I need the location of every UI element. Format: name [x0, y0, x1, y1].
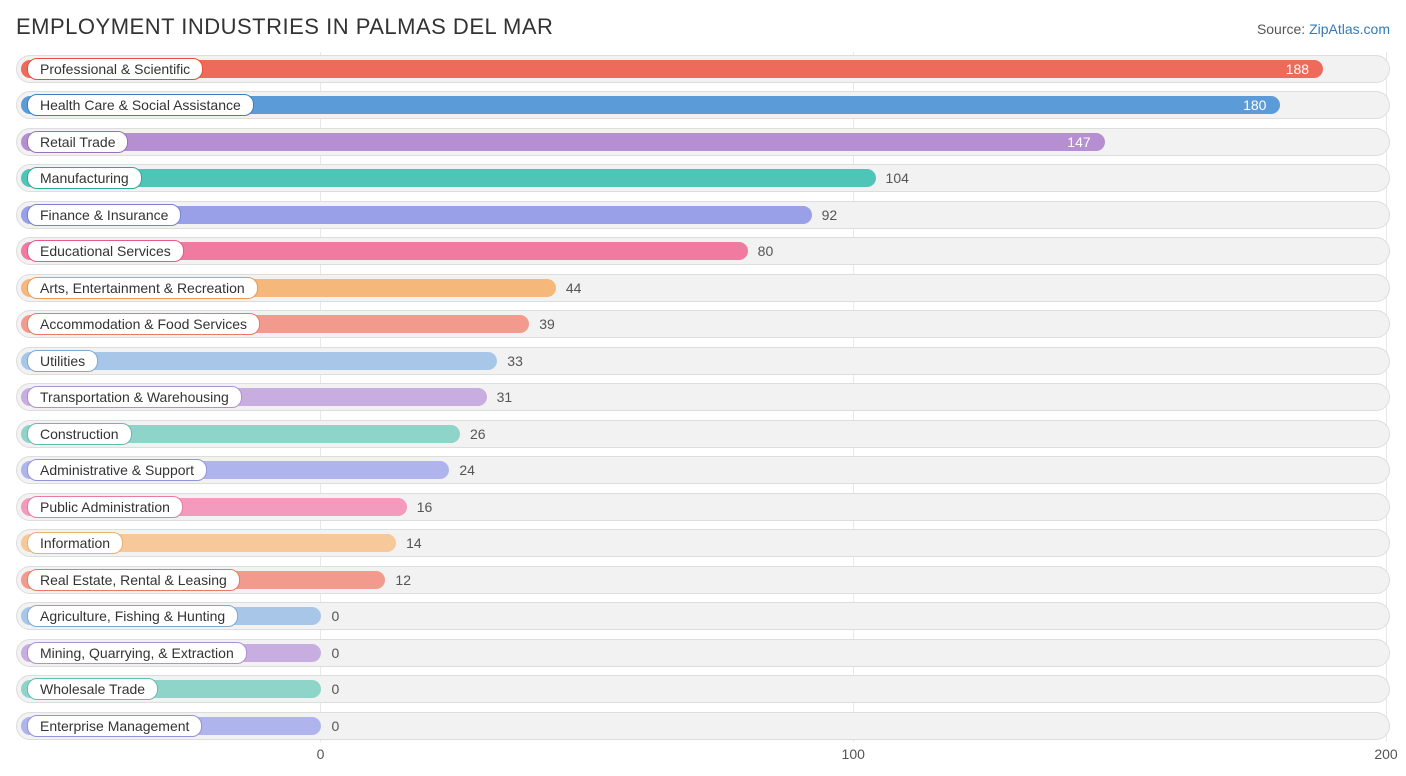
x-axis: 0100200: [16, 746, 1390, 770]
value-label: 80: [758, 243, 774, 259]
bar-track: Agriculture, Fishing & Hunting 0: [16, 602, 1390, 630]
category-label: Retail Trade: [27, 131, 128, 153]
bar-track: Construction 26: [16, 420, 1390, 448]
value-label: 44: [566, 280, 582, 296]
value-label: 14: [406, 535, 422, 551]
source-link[interactable]: ZipAtlas.com: [1309, 21, 1390, 37]
bar-row: Information 14: [16, 527, 1390, 560]
category-label: Mining, Quarrying, & Extraction: [27, 642, 247, 664]
category-label: Information: [27, 532, 123, 554]
category-label: Administrative & Support: [27, 459, 207, 481]
value-label: 12: [395, 572, 411, 588]
value-label: 16: [417, 499, 433, 515]
bar-row: Arts, Entertainment & Recreation 44: [16, 271, 1390, 304]
bar-track: Mining, Quarrying, & Extraction 0: [16, 639, 1390, 667]
chart-source: Source: ZipAtlas.com: [1257, 21, 1390, 37]
bar-track: Arts, Entertainment & Recreation 44: [16, 274, 1390, 302]
category-label: Construction: [27, 423, 132, 445]
bar-track: Real Estate, Rental & Leasing 12: [16, 566, 1390, 594]
value-label: 0: [331, 645, 339, 661]
category-label: Professional & Scientific: [27, 58, 203, 80]
category-label: Enterprise Management: [27, 715, 202, 737]
value-label: 104: [886, 170, 909, 186]
bar-track: Administrative & Support 24: [16, 456, 1390, 484]
bar-row: Mining, Quarrying, & Extraction 0: [16, 636, 1390, 669]
bar-row: Accommodation & Food Services 39: [16, 308, 1390, 341]
bar-row: Wholesale Trade 0: [16, 673, 1390, 706]
bar-fill: [21, 169, 876, 187]
bar-row: Agriculture, Fishing & Hunting 0: [16, 600, 1390, 633]
chart-area: Professional & Scientific 188 Health Care …: [16, 52, 1390, 752]
value-label: 188: [1286, 61, 1309, 77]
value-label: 31: [497, 389, 513, 405]
bar-track: Professional & Scientific 188: [16, 55, 1390, 83]
category-label: Real Estate, Rental & Leasing: [27, 569, 240, 591]
bar-track: Accommodation & Food Services 39: [16, 310, 1390, 338]
bar-rows: Professional & Scientific 188 Health Care …: [16, 52, 1390, 742]
value-label: 147: [1067, 134, 1090, 150]
bar-track: Public Administration 16: [16, 493, 1390, 521]
value-label: 92: [822, 207, 838, 223]
axis-tick: 0: [317, 746, 325, 762]
category-label: Public Administration: [27, 496, 183, 518]
axis-tick: 100: [842, 746, 865, 762]
value-label: 0: [331, 718, 339, 734]
value-label: 26: [470, 426, 486, 442]
value-label: 180: [1243, 97, 1266, 113]
category-label: Arts, Entertainment & Recreation: [27, 277, 258, 299]
category-label: Finance & Insurance: [27, 204, 181, 226]
bar-track: Finance & Insurance 92: [16, 201, 1390, 229]
value-label: 0: [331, 681, 339, 697]
value-label: 33: [507, 353, 523, 369]
category-label: Health Care & Social Assistance: [27, 94, 254, 116]
category-label: Utilities: [27, 350, 98, 372]
category-label: Accommodation & Food Services: [27, 313, 260, 335]
bar-row: Professional & Scientific 188: [16, 52, 1390, 85]
bar-track: Utilities 33: [16, 347, 1390, 375]
bar-row: Health Care & Social Assistance 180: [16, 89, 1390, 122]
category-label: Manufacturing: [27, 167, 142, 189]
source-prefix: Source:: [1257, 21, 1309, 37]
bar-row: Administrative & Support 24: [16, 454, 1390, 487]
bar-fill: [21, 60, 1323, 78]
chart-title: EMPLOYMENT INDUSTRIES IN PALMAS DEL MAR: [16, 14, 553, 40]
chart-header: EMPLOYMENT INDUSTRIES IN PALMAS DEL MAR …: [16, 14, 1390, 40]
category-label: Educational Services: [27, 240, 184, 262]
bar-row: Manufacturing 104: [16, 162, 1390, 195]
axis-tick: 200: [1374, 746, 1397, 762]
bar-row: Public Administration 16: [16, 490, 1390, 523]
value-label: 39: [539, 316, 555, 332]
value-label: 0: [331, 608, 339, 624]
bar-row: Retail Trade 147: [16, 125, 1390, 158]
bar-fill: [21, 133, 1105, 151]
bar-row: Construction 26: [16, 417, 1390, 450]
bar-track: Transportation & Warehousing 31: [16, 383, 1390, 411]
bar-row: Enterprise Management 0: [16, 709, 1390, 742]
category-label: Transportation & Warehousing: [27, 386, 242, 408]
bar-track: Wholesale Trade 0: [16, 675, 1390, 703]
bar-track: Manufacturing 104: [16, 164, 1390, 192]
bar-row: Educational Services 80: [16, 235, 1390, 268]
bar-track: Retail Trade 147: [16, 128, 1390, 156]
bar-track: Health Care & Social Assistance 180: [16, 91, 1390, 119]
value-label: 24: [459, 462, 475, 478]
bar-track: Enterprise Management 0: [16, 712, 1390, 740]
bar-row: Real Estate, Rental & Leasing 12: [16, 563, 1390, 596]
bar-row: Utilities 33: [16, 344, 1390, 377]
bar-row: Transportation & Warehousing 31: [16, 381, 1390, 414]
category-label: Agriculture, Fishing & Hunting: [27, 605, 238, 627]
bar-track: Information 14: [16, 529, 1390, 557]
bar-track: Educational Services 80: [16, 237, 1390, 265]
category-label: Wholesale Trade: [27, 678, 158, 700]
bar-row: Finance & Insurance 92: [16, 198, 1390, 231]
